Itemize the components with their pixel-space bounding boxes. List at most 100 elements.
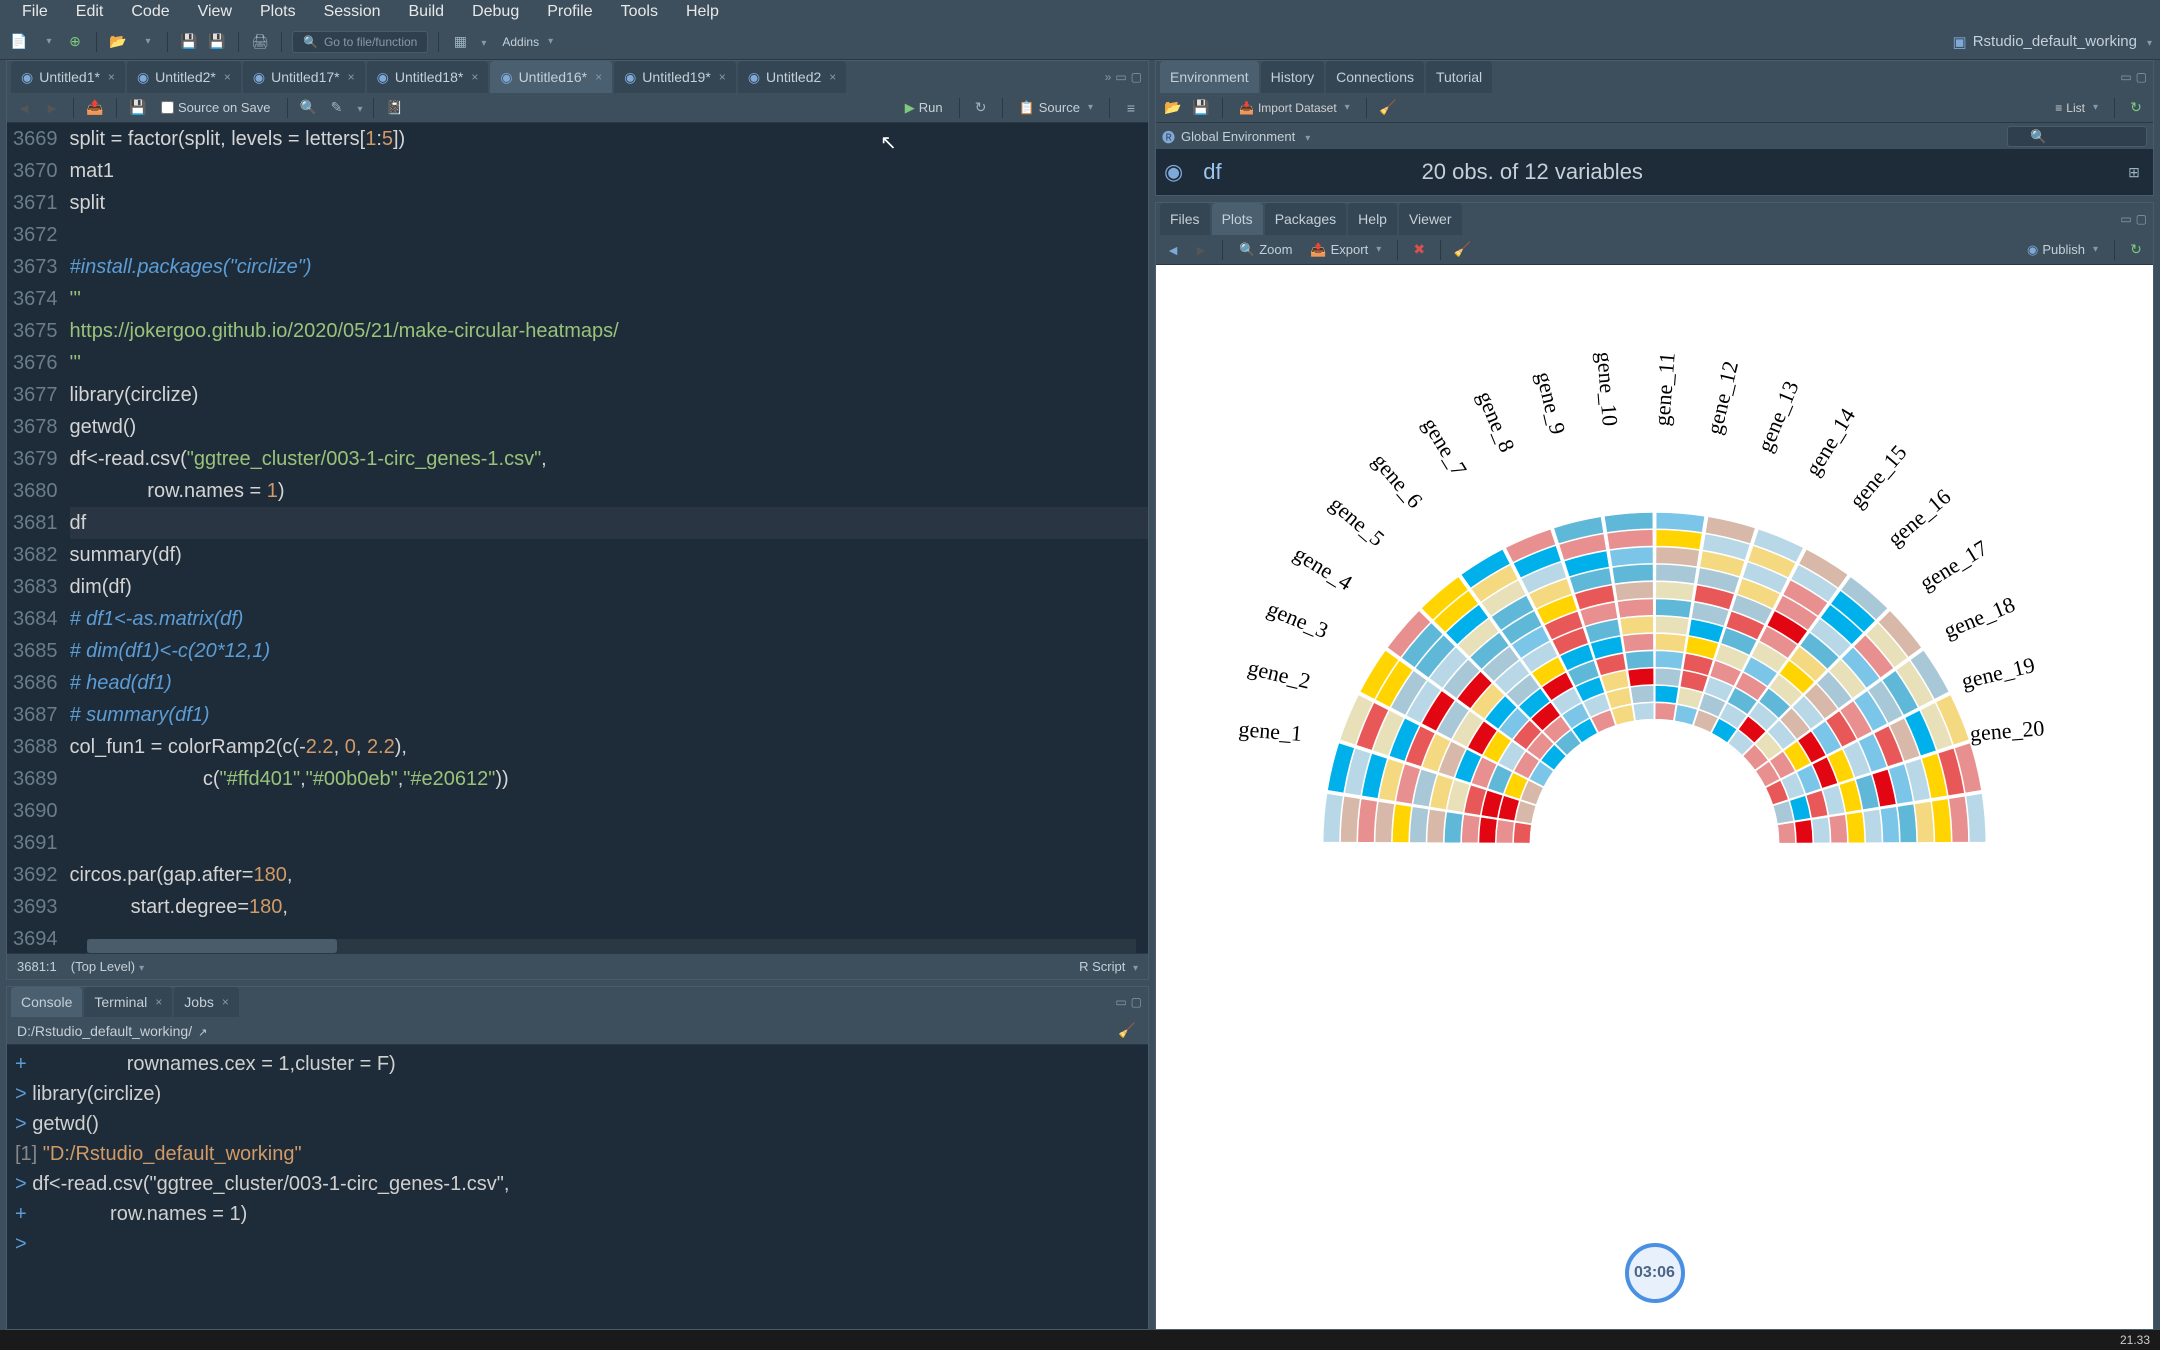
tab-history[interactable]: History xyxy=(1261,61,1325,93)
refresh-plot-icon[interactable]: ↻ xyxy=(2125,239,2147,261)
maximize-pane-icon[interactable]: ▢ xyxy=(1131,995,1142,1009)
expand-icon[interactable]: ◉ xyxy=(1164,159,1183,185)
tab-untitled17[interactable]: ◉Untitled17*× xyxy=(243,61,365,93)
tab-untitled19[interactable]: ◉Untitled19*× xyxy=(614,61,736,93)
save-icon[interactable]: 💾 xyxy=(178,31,200,53)
more-tabs-icon[interactable]: » xyxy=(1105,70,1112,84)
close-tab-icon[interactable]: × xyxy=(348,70,355,84)
close-tab-icon[interactable]: × xyxy=(719,70,726,84)
close-tab-icon[interactable]: × xyxy=(155,995,162,1009)
plot-prev-icon[interactable]: ◄ xyxy=(1162,239,1184,261)
show-in-new-window-icon[interactable]: 📤 xyxy=(84,97,106,119)
source-button[interactable]: 📋 Source xyxy=(1013,98,1099,118)
save-workspace-icon[interactable]: 💾 xyxy=(1190,97,1212,119)
env-search[interactable] xyxy=(2007,126,2147,147)
view-data-icon[interactable]: ⊞ xyxy=(2123,161,2145,183)
tab-files[interactable]: Files xyxy=(1160,203,1210,235)
save-all-icon[interactable]: 💾 xyxy=(206,31,228,53)
tab-help[interactable]: Help xyxy=(1348,203,1397,235)
re-run-icon[interactable]: ↻ xyxy=(970,97,992,119)
scope-indicator[interactable]: (Top Level) xyxy=(71,959,135,974)
outline-icon[interactable]: ≡ xyxy=(1120,97,1142,119)
close-tab-icon[interactable]: × xyxy=(595,70,602,84)
clear-console-icon[interactable]: 🧹 xyxy=(1116,1020,1138,1042)
remove-plot-icon[interactable]: ✖ xyxy=(1408,239,1430,261)
forward-icon[interactable]: ► xyxy=(41,97,63,119)
export-button[interactable]: 📤 Export xyxy=(1304,240,1387,260)
new-project-icon[interactable]: ⊕ xyxy=(64,31,86,53)
minimize-pane-icon[interactable]: ▭ xyxy=(1115,70,1126,84)
zoom-button[interactable]: 🔍 Zoom xyxy=(1233,240,1298,260)
publish-button[interactable]: ◉ Publish xyxy=(2021,240,2104,260)
menu-session[interactable]: Session xyxy=(310,0,395,25)
tab-terminal[interactable]: Terminal× xyxy=(84,987,172,1017)
open-file-icon[interactable]: 📂 xyxy=(107,31,129,53)
wand-icon[interactable]: ✎ xyxy=(326,97,348,119)
tab-viewer[interactable]: Viewer xyxy=(1399,203,1462,235)
clear-env-icon[interactable]: 🧹 xyxy=(1377,97,1399,119)
tab-environment[interactable]: Environment xyxy=(1160,61,1259,93)
close-tab-icon[interactable]: × xyxy=(224,70,231,84)
horizontal-scrollbar[interactable] xyxy=(87,939,1136,953)
grid-dropdown[interactable] xyxy=(477,35,486,49)
tab-jobs[interactable]: Jobs× xyxy=(174,987,239,1017)
grid-icon[interactable]: ▦ xyxy=(449,31,471,53)
open-dir-icon[interactable] xyxy=(198,1023,207,1039)
console-output[interactable]: + rownames.cex = 1,cluster = F)> library… xyxy=(7,1045,1148,1329)
menu-tools[interactable]: Tools xyxy=(607,0,672,25)
env-search-input[interactable] xyxy=(2007,126,2147,147)
print-icon[interactable]: 🖨 xyxy=(249,31,271,53)
close-tab-icon[interactable]: × xyxy=(108,70,115,84)
env-variable-row[interactable]: ◉ df 20 obs. of 12 variables ⊞ xyxy=(1156,149,2153,195)
env-scope-selector[interactable]: Global Environment xyxy=(1181,129,1295,144)
tab-console[interactable]: Console xyxy=(11,987,82,1017)
menu-file[interactable]: File xyxy=(8,0,62,25)
tab-untitled18[interactable]: ◉Untitled18*× xyxy=(367,61,489,93)
menu-plots[interactable]: Plots xyxy=(246,0,310,25)
save-source-icon[interactable]: 💾 xyxy=(127,97,149,119)
language-mode[interactable]: R Script xyxy=(1079,959,1125,974)
maximize-pane-icon[interactable]: ▢ xyxy=(2136,70,2147,84)
maximize-pane-icon[interactable]: ▢ xyxy=(2136,212,2147,226)
project-selector[interactable]: ▣ Rstudio_default_working xyxy=(1953,33,2153,51)
tab-untitled2[interactable]: ◉Untitled2*× xyxy=(127,61,241,93)
minimize-pane-icon[interactable]: ▭ xyxy=(1115,995,1126,1009)
os-taskbar[interactable]: 21.33 xyxy=(0,1330,2160,1350)
source-on-save-checkbox[interactable]: Source on Save xyxy=(155,98,277,117)
tab-untitled2[interactable]: ◉Untitled2× xyxy=(738,61,847,93)
new-file-dropdown[interactable] xyxy=(36,31,58,53)
load-workspace-icon[interactable]: 📂 xyxy=(1162,97,1184,119)
tab-plots[interactable]: Plots xyxy=(1212,203,1263,235)
tab-untitled16[interactable]: ◉Untitled16*× xyxy=(490,61,612,93)
compile-report-icon[interactable]: 📓 xyxy=(384,97,406,119)
view-mode-list[interactable]: ≡ List xyxy=(2049,99,2104,117)
run-button[interactable]: ▶ Run xyxy=(899,98,949,118)
code-editor[interactable]: 3669367036713672367336743675367636773678… xyxy=(7,123,1148,953)
addins-menu[interactable]: Addins xyxy=(492,32,563,52)
menu-help[interactable]: Help xyxy=(672,0,733,25)
close-tab-icon[interactable]: × xyxy=(829,70,836,84)
find-icon[interactable]: 🔍 xyxy=(298,97,320,119)
menu-code[interactable]: Code xyxy=(117,0,183,25)
menu-build[interactable]: Build xyxy=(395,0,459,25)
close-tab-icon[interactable]: × xyxy=(471,70,478,84)
menu-edit[interactable]: Edit xyxy=(62,0,118,25)
plot-next-icon[interactable]: ► xyxy=(1190,239,1212,261)
menu-debug[interactable]: Debug xyxy=(458,0,533,25)
menu-view[interactable]: View xyxy=(184,0,246,25)
import-dataset-button[interactable]: 📥 Import Dataset xyxy=(1233,99,1356,117)
refresh-env-icon[interactable]: ↻ xyxy=(2125,97,2147,119)
menu-profile[interactable]: Profile xyxy=(533,0,606,25)
tab-untitled1[interactable]: ◉Untitled1*× xyxy=(11,61,125,93)
code-content[interactable]: split = factor(split, levels = letters[1… xyxy=(70,123,1149,953)
tab-tutorial[interactable]: Tutorial xyxy=(1426,61,1492,93)
minimize-pane-icon[interactable]: ▭ xyxy=(2120,212,2131,226)
tab-packages[interactable]: Packages xyxy=(1265,203,1346,235)
close-tab-icon[interactable]: × xyxy=(222,995,229,1009)
recent-files-dropdown[interactable] xyxy=(135,31,157,53)
goto-file-input[interactable]: 🔍 Go to file/function xyxy=(292,31,428,53)
minimize-pane-icon[interactable]: ▭ xyxy=(2120,70,2131,84)
maximize-pane-icon[interactable]: ▢ xyxy=(1131,70,1142,84)
tab-connections[interactable]: Connections xyxy=(1326,61,1424,93)
new-file-icon[interactable]: 📄 xyxy=(8,31,30,53)
